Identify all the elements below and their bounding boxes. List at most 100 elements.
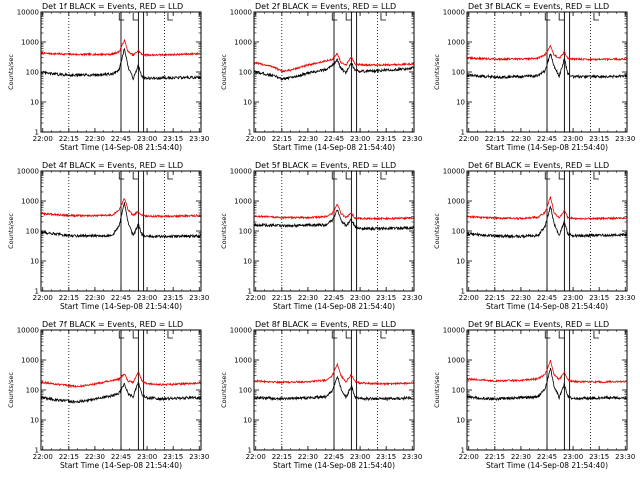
panel-title: Det 7f BLACK = Events, RED = LLD xyxy=(42,320,183,329)
events-series-line xyxy=(466,53,628,80)
panel-title: Det 5f BLACK = Events, RED = LLD xyxy=(255,161,396,170)
x-tick-label: 23:30 xyxy=(189,453,209,461)
y-tick-label: 1 xyxy=(461,447,465,455)
y-tick-label: 10000 xyxy=(230,168,252,176)
y-tick-label: 1000 xyxy=(234,198,252,206)
x-tick-label: 23:00 xyxy=(350,294,370,302)
y-axis-label: Counts/sec xyxy=(433,372,441,408)
x-tick-label: 23:15 xyxy=(163,294,183,302)
panel-3: Det 3f BLACK = Events, RED = LLD Counts/s… xyxy=(433,2,635,152)
plot-frame xyxy=(466,170,628,292)
panel-title: Det 1f BLACK = Events, RED = LLD xyxy=(42,2,183,11)
lld-series-line xyxy=(40,371,202,389)
y-axis-label: Counts/sec xyxy=(220,213,228,249)
y-tick-label: 1000 xyxy=(447,357,465,365)
y-tick-label: 100 xyxy=(239,228,252,236)
y-tick-label: 10 xyxy=(456,258,465,266)
x-tick-label: 23:00 xyxy=(350,135,370,143)
x-axis-label: Start Time (14-Sep-08 21:54:40) xyxy=(273,143,395,152)
y-tick-label: 1 xyxy=(248,447,252,455)
x-tick-label: 22:00 xyxy=(246,453,266,461)
y-tick-label: 10000 xyxy=(17,9,39,17)
panel-7: Det 7f BLACK = Events, RED = LLD Counts/s… xyxy=(7,320,209,470)
y-axis-label: Counts/sec xyxy=(220,54,228,90)
x-tick-label: 23:15 xyxy=(163,453,183,461)
x-tick-label: 22:00 xyxy=(33,294,53,302)
x-tick-label: 22:30 xyxy=(298,294,318,302)
corner-mark xyxy=(132,172,139,180)
x-tick-label: 23:15 xyxy=(589,135,609,143)
x-tick-label: 22:45 xyxy=(324,135,344,143)
x-axis-label: Start Time (14-Sep-08 21:54:40) xyxy=(486,143,608,152)
x-tick-label: 23:00 xyxy=(137,135,157,143)
x-tick-label: 22:30 xyxy=(511,135,531,143)
corner-mark xyxy=(167,13,173,21)
corner-mark xyxy=(380,13,386,21)
x-axis-label: Start Time (14-Sep-08 21:54:40) xyxy=(60,461,182,470)
y-tick-label: 10000 xyxy=(17,327,39,335)
plot-frame xyxy=(40,170,202,292)
x-tick-label: 23:30 xyxy=(402,294,422,302)
panel-title: Det 3f BLACK = Events, RED = LLD xyxy=(468,2,609,11)
corner-mark xyxy=(380,331,386,339)
y-tick-label: 1000 xyxy=(447,39,465,47)
x-tick-label: 23:15 xyxy=(376,453,396,461)
y-tick-label: 10000 xyxy=(17,168,39,176)
x-tick-label: 23:30 xyxy=(189,135,209,143)
x-tick-label: 22:30 xyxy=(511,294,531,302)
x-axis-label: Start Time (14-Sep-08 21:54:40) xyxy=(60,143,182,152)
y-tick-label: 10000 xyxy=(443,9,465,17)
y-tick-label: 10 xyxy=(243,99,252,107)
y-tick-label: 1 xyxy=(248,129,252,137)
lld-series-line xyxy=(40,198,202,219)
panel-title: Det 4f BLACK = Events, RED = LLD xyxy=(42,161,183,170)
y-tick-label: 10 xyxy=(30,99,39,107)
x-axis-label: Start Time (14-Sep-08 21:54:40) xyxy=(60,302,182,311)
corner-mark xyxy=(544,172,551,180)
x-tick-label: 22:45 xyxy=(537,135,557,143)
x-tick-label: 23:15 xyxy=(163,135,183,143)
x-tick-label: 22:00 xyxy=(246,135,266,143)
x-tick-label: 23:00 xyxy=(137,453,157,461)
y-tick-label: 10 xyxy=(30,258,39,266)
panel-8: Det 8f BLACK = Events, RED = LLD Counts/s… xyxy=(220,320,422,470)
x-tick-label: 22:00 xyxy=(459,294,479,302)
panel-1: Det 1f BLACK = Events, RED = LLD Counts/s… xyxy=(7,2,209,152)
events-series-line xyxy=(466,205,628,239)
x-tick-label: 23:15 xyxy=(376,294,396,302)
x-tick-label: 22:15 xyxy=(272,294,292,302)
events-series-line xyxy=(253,209,415,232)
events-series-line xyxy=(253,58,415,81)
corner-mark xyxy=(118,172,125,180)
events-series-line xyxy=(253,375,415,402)
y-tick-label: 100 xyxy=(452,387,465,395)
x-tick-label: 22:15 xyxy=(485,135,505,143)
x-tick-label: 23:00 xyxy=(563,294,583,302)
y-tick-label: 10 xyxy=(456,99,465,107)
corner-mark xyxy=(331,13,338,21)
x-tick-label: 22:15 xyxy=(272,453,292,461)
plot-frame xyxy=(253,170,415,292)
lld-series-line xyxy=(466,44,628,62)
corner-mark xyxy=(544,331,551,339)
corner-mark xyxy=(345,331,352,339)
y-axis-label: Counts/sec xyxy=(433,213,441,249)
y-tick-label: 1000 xyxy=(447,198,465,206)
y-tick-label: 100 xyxy=(452,228,465,236)
x-tick-label: 23:30 xyxy=(615,135,635,143)
x-tick-label: 23:00 xyxy=(137,294,157,302)
panel-9: Det 9f BLACK = Events, RED = LLD Counts/s… xyxy=(433,320,635,470)
panel-5: Det 5f BLACK = Events, RED = LLD Counts/s… xyxy=(220,161,422,311)
y-tick-label: 10 xyxy=(243,417,252,425)
panel-title: Det 6f BLACK = Events, RED = LLD xyxy=(468,161,609,170)
x-tick-label: 22:45 xyxy=(324,453,344,461)
y-tick-label: 10000 xyxy=(230,9,252,17)
lld-series-line xyxy=(253,52,415,74)
x-tick-label: 22:15 xyxy=(59,135,79,143)
x-tick-label: 23:00 xyxy=(350,453,370,461)
plot-frame xyxy=(40,11,202,133)
corner-mark xyxy=(167,331,173,339)
events-series-line xyxy=(40,381,202,405)
y-tick-label: 10 xyxy=(456,417,465,425)
events-series-line xyxy=(466,367,628,402)
